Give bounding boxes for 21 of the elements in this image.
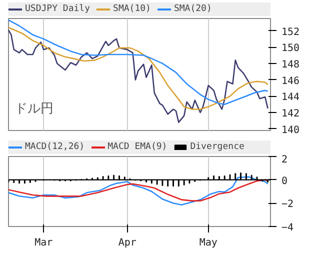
legend-label: SMA(20) — [174, 4, 212, 14]
x-tick-label: May — [199, 238, 218, 248]
y-tick-label: 0 — [282, 176, 288, 187]
legend-label: Divergence — [190, 142, 244, 152]
y-tick-label: 142 — [282, 108, 300, 120]
y-tick-label: 148 — [282, 59, 300, 70]
y-tick-label: 146 — [282, 76, 300, 87]
y-tick-label: −2 — [282, 199, 294, 210]
y-tick-label: 2 — [282, 154, 288, 166]
y-tick-label: 144 — [282, 92, 300, 104]
legend-label: MACD(12,26) — [25, 142, 85, 152]
legend-label: SMA(10) — [113, 4, 151, 14]
y-tick-label: 152 — [282, 26, 300, 38]
y-tick-label: −4 — [282, 222, 294, 234]
legend-label: MACD EMA(9) — [108, 142, 168, 152]
y-tick-label: 140 — [282, 124, 300, 136]
legend-label: USDJPY Daily — [25, 4, 90, 14]
x-tick-label: Apr — [118, 238, 136, 248]
annotation: ドル円 — [14, 102, 54, 116]
x-tick-label: Mar — [34, 238, 53, 248]
y-tick-label: 150 — [282, 43, 300, 54]
